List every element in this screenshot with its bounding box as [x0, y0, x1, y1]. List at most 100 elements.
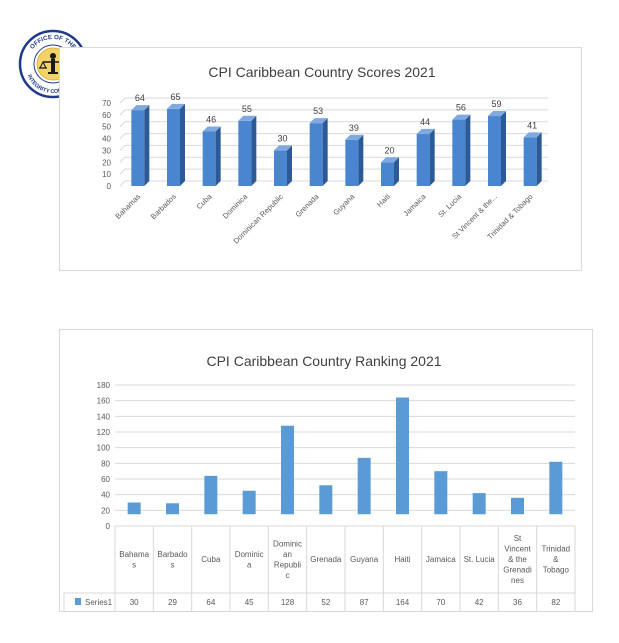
category-label: Grenada [310, 555, 342, 564]
gridline [119, 97, 548, 104]
gridline [119, 144, 548, 151]
bar [434, 471, 448, 515]
y-tick-label: 0 [106, 522, 111, 531]
table-value: 82 [551, 598, 560, 607]
bar [127, 502, 141, 515]
y-tick-label: 120 [97, 428, 111, 437]
x-tick-label: Grenada [294, 191, 322, 219]
bar-side [429, 128, 435, 186]
category-label: Dominic an Republi c [273, 539, 302, 580]
bar [202, 131, 216, 186]
bar-side [215, 126, 221, 186]
bar-top [238, 115, 257, 121]
gridline [119, 109, 548, 116]
gridline [119, 133, 548, 139]
bar-top [167, 103, 185, 109]
gridline [119, 121, 548, 128]
x-tick-label: Barbados [149, 192, 178, 221]
bar-side [501, 111, 506, 186]
y-tick-label: 140 [97, 412, 111, 421]
data-label: 56 [456, 103, 466, 113]
data-label: 20 [384, 145, 394, 155]
bar [452, 119, 466, 186]
x-tick-label: St. Lucia [436, 191, 464, 219]
table-value: 64 [206, 598, 215, 607]
bar [166, 503, 179, 515]
bar-side [465, 114, 471, 186]
bar-side [358, 134, 364, 186]
category-label: Haiti [394, 555, 410, 564]
table-value: 45 [245, 598, 254, 607]
cpi-scores-chart-svg: CPI Caribbean Country Scores 2021 0 10 20 3… [102, 64, 548, 246]
bar-top [488, 111, 506, 117]
bar [523, 137, 537, 186]
data-label: 39 [349, 123, 359, 133]
data-label: 65 [170, 92, 180, 102]
bar [549, 461, 563, 515]
bar-top [345, 134, 364, 140]
x-tick-label: Bahamas [113, 192, 142, 221]
y-tick-label: 60 [101, 475, 110, 484]
bar-side [287, 145, 292, 186]
bar-side [536, 132, 542, 186]
x-tick-label: Guyana [331, 191, 357, 217]
data-label: 53 [313, 106, 323, 116]
table-value: 42 [475, 598, 484, 607]
bar-top [202, 126, 221, 132]
table-value: 70 [436, 598, 445, 607]
bar [131, 110, 145, 186]
category-label: Jamaica [426, 555, 456, 564]
x-tick-label: Haiti [375, 192, 392, 209]
y-tick-label: 60 [102, 111, 111, 120]
bar-side [180, 103, 185, 186]
bar [274, 150, 287, 186]
y-tick-label: 80 [101, 459, 110, 468]
chart-title: CPI Caribbean Country Ranking 2021 [206, 353, 441, 369]
x-tick-label: Cuba [195, 191, 215, 211]
category-label: Barbado s [157, 550, 188, 570]
cpi-scores-chart: CPI Caribbean Country Scores 2021 0 10 20 3… [59, 47, 582, 271]
bar-side [251, 115, 257, 186]
cpi-ranking-chart: CPI Caribbean Country Ranking 2021 0 20 40… [59, 329, 593, 612]
bar-top [381, 157, 399, 163]
y-tick-label: 50 [102, 123, 111, 132]
bar [357, 457, 371, 515]
y-tick-label: 40 [102, 135, 111, 144]
bar [472, 493, 486, 515]
bar [167, 108, 180, 186]
category-label: St Vincent & the Grenadi nes [503, 534, 532, 585]
bar [242, 490, 256, 515]
y-tick-label: 30 [102, 146, 111, 155]
bar [416, 133, 430, 186]
bar-side [322, 118, 328, 186]
category-label: Guyana [350, 555, 379, 564]
bar [238, 120, 252, 186]
category-label: Bahama s [119, 550, 149, 570]
bar-top [131, 105, 150, 111]
bar [381, 162, 394, 186]
data-label: 41 [527, 120, 537, 130]
y-tick-label: 70 [102, 99, 111, 108]
data-label: 46 [206, 114, 216, 124]
table-value: 164 [396, 598, 410, 607]
data-label: 30 [277, 133, 287, 143]
chart-title: CPI Caribbean Country Scores 2021 [208, 64, 435, 80]
table-value: 29 [168, 598, 177, 607]
data-label: 59 [491, 99, 501, 109]
bar [396, 397, 409, 515]
data-label: 44 [420, 117, 430, 127]
bar [345, 139, 359, 186]
x-tick-label: Dominica [221, 191, 250, 220]
table-value: 52 [321, 598, 330, 607]
data-label: 55 [242, 104, 252, 114]
category-label: St. Lucia [464, 555, 496, 564]
y-tick-label: 20 [101, 506, 110, 515]
bar-top [416, 128, 435, 134]
table-value: 36 [513, 598, 522, 607]
bar [319, 485, 333, 515]
y-tick-label: 20 [102, 158, 111, 167]
table-value: 30 [130, 598, 139, 607]
bar-side [144, 105, 150, 186]
cpi-ranking-chart-svg: CPI Caribbean Country Ranking 2021 0 20 40… [63, 353, 576, 611]
bar-side [394, 157, 399, 186]
